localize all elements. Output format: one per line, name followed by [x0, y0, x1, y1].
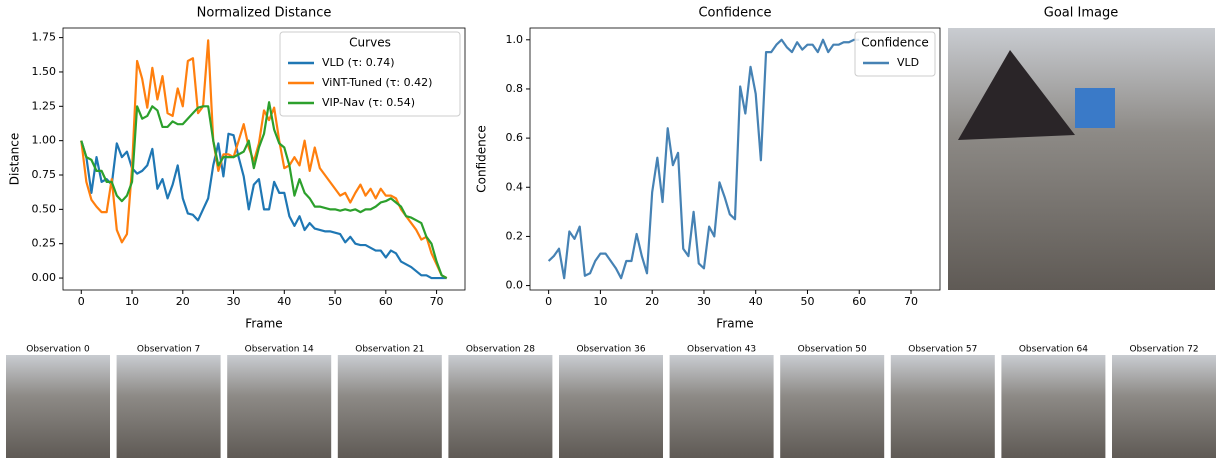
legend-box: [279, 31, 461, 117]
x-tick-label: 0: [78, 295, 85, 308]
x-tick-label: 10: [593, 295, 607, 308]
x-tick-label: 20: [645, 295, 659, 308]
observation-label: Observation 50: [798, 345, 867, 355]
x-tick-label: 40: [277, 295, 291, 308]
y-tick-label: 1.0: [506, 33, 524, 46]
x-tick-label: 30: [697, 295, 711, 308]
series-line: [80, 101, 448, 280]
observation-label: Observation 72: [1129, 345, 1198, 355]
legend-label: VIP-Nav (τ: 0.54): [322, 96, 415, 109]
observation-image: [890, 355, 995, 458]
y-tick-label: 0.25: [32, 237, 57, 250]
x-tick-label: 0: [545, 295, 552, 308]
x-tick-label: 10: [125, 295, 139, 308]
observation-image: [780, 355, 885, 458]
observation-label: Observation 0: [26, 345, 90, 355]
y-tick-label: 0.00: [32, 271, 57, 284]
y-tick-label: 0.8: [506, 82, 524, 95]
series-line: [80, 39, 448, 280]
legend-label: ViNT-Tuned (τ: 0.42): [322, 76, 432, 89]
x-tick-label: 50: [328, 295, 342, 308]
x-axis-label: Frame: [245, 317, 282, 331]
y-tick-label: 0.0: [506, 279, 524, 292]
observation-label: Observation 36: [576, 345, 645, 355]
y-axis-label: Distance: [8, 133, 22, 185]
series-line: [80, 132, 447, 280]
legend-box: [854, 31, 936, 77]
x-tick-label: 70: [430, 295, 444, 308]
observation-image: [6, 355, 110, 458]
legend-label: VLD: [897, 56, 919, 69]
observation-image: [1112, 355, 1216, 458]
y-tick-label: 0.2: [506, 229, 524, 242]
y-tick-label: 0.50: [32, 202, 57, 215]
y-tick-label: 1.50: [32, 65, 57, 78]
x-axis-label: Frame: [716, 317, 753, 331]
plot-frame: [62, 27, 466, 291]
observation-label: Observation 57: [908, 345, 977, 355]
y-tick-label: 0.6: [506, 131, 524, 144]
observation-image: [669, 355, 774, 458]
goal-image: [948, 28, 1215, 290]
y-tick-label: 1.75: [32, 31, 57, 44]
x-tick-label: 40: [749, 295, 763, 308]
y-axis-label: Confidence: [475, 125, 489, 192]
observation-image: [337, 355, 442, 458]
series-line: [547, 38, 860, 280]
y-tick-label: 1.25: [32, 99, 57, 112]
legend-title: Confidence: [861, 36, 928, 50]
observation-label: Observation 43: [687, 345, 756, 355]
observation-image: [559, 355, 663, 458]
plot-frame: [529, 27, 941, 291]
y-tick-label: 1.00: [32, 134, 57, 147]
observation-image: [1001, 355, 1106, 458]
observation-label: Observation 28: [466, 345, 535, 355]
observation-label: Observation 14: [245, 345, 314, 355]
observation-image: [448, 355, 553, 458]
x-tick-label: 70: [904, 295, 918, 308]
x-tick-label: 60: [852, 295, 866, 308]
x-tick-label: 50: [800, 295, 814, 308]
goal-title: Goal Image: [1044, 6, 1118, 21]
observation-label: Observation 21: [355, 345, 424, 355]
legend-title: Curves: [349, 36, 391, 50]
chart-title: Confidence: [698, 6, 771, 21]
goal-object: [958, 50, 1075, 140]
observation-label: Observation 64: [1019, 345, 1088, 355]
x-tick-label: 60: [379, 295, 393, 308]
goal-object: [1075, 88, 1115, 128]
y-tick-label: 0.4: [506, 180, 524, 193]
chart-title: Normalized Distance: [197, 6, 332, 21]
x-tick-label: 20: [176, 295, 190, 308]
x-tick-label: 30: [227, 295, 241, 308]
observation-image: [227, 355, 332, 458]
observation-label: Observation 7: [137, 345, 200, 355]
observation-image: [116, 355, 221, 458]
legend-label: VLD (τ: 0.74): [322, 56, 395, 69]
y-tick-label: 0.75: [32, 168, 57, 181]
